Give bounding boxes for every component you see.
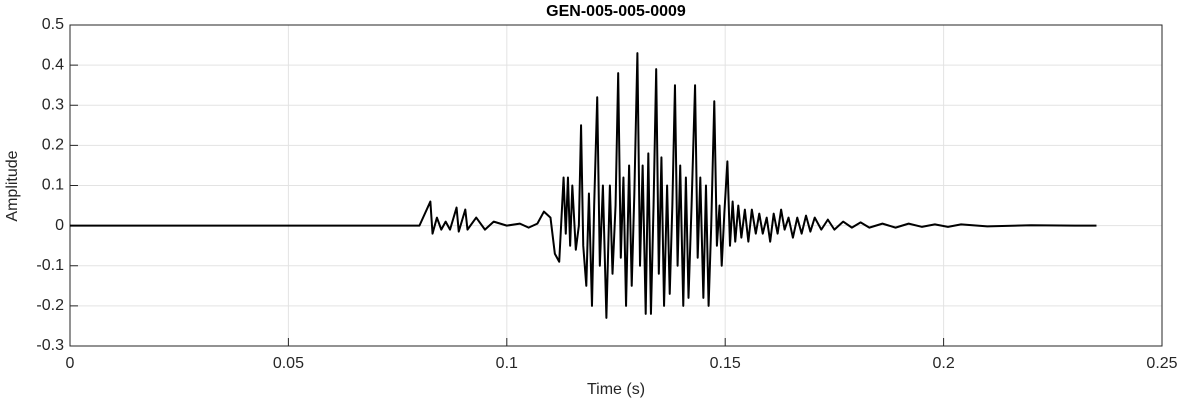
y-axis-label: Amplitude <box>4 150 21 221</box>
x-tick-label: 0.05 <box>273 355 304 372</box>
x-tick-label: 0 <box>66 355 75 372</box>
x-tick-label: 0.15 <box>710 355 741 372</box>
plot-frame <box>69 24 1163 347</box>
y-tick-label: 0.2 <box>42 137 64 154</box>
x-tick-label: 0.2 <box>932 355 954 372</box>
y-tick-label: -0.3 <box>36 337 64 354</box>
y-tick-label: 0.5 <box>42 16 64 33</box>
y-tick-label: 0.4 <box>42 56 64 73</box>
y-tick-label: 0 <box>55 217 64 234</box>
y-tick-label: -0.2 <box>36 297 64 314</box>
x-tick-label: 0.25 <box>1146 355 1177 372</box>
y-tick-label: 0.3 <box>42 96 64 113</box>
chart-title: GEN-005-005-0009 <box>546 3 686 20</box>
y-tick-label: -0.1 <box>36 257 64 274</box>
waveform-line <box>70 52 1097 319</box>
x-axis-label: Time (s) <box>587 381 645 398</box>
y-tick-label: 0.1 <box>42 177 64 194</box>
x-tick-label: 0.1 <box>496 355 518 372</box>
